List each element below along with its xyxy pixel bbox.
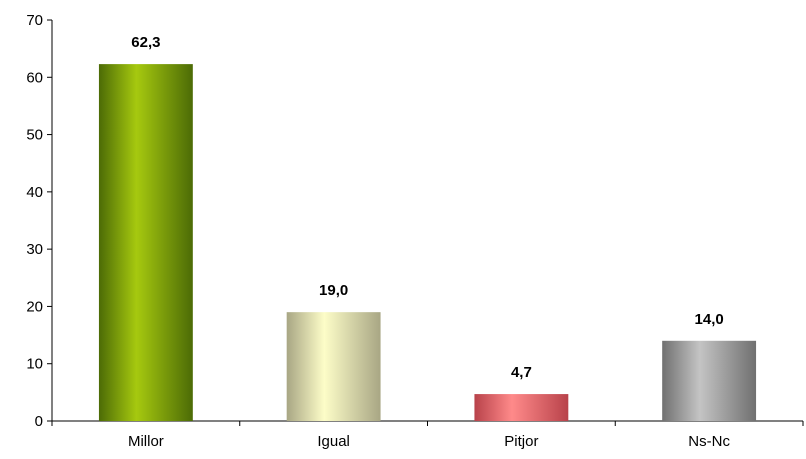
labels: 0 10 20 30 40 50 60 70 62,3 Millor 19,0 Igual 4,7 Pit… [26,12,730,450]
bar-igual [286,312,381,421]
y-tick-label: 50 [26,127,43,144]
category-label: Millor [128,433,164,450]
y-tick-label: 10 [26,356,43,373]
bar-pitjor [474,394,569,421]
data-label: 62,3 [131,34,160,51]
y-tick-label: 60 [26,69,43,86]
y-tick-label: 40 [26,184,43,201]
bar-millor [98,64,193,422]
y-tick-label: 20 [26,298,43,315]
bars [98,64,757,422]
data-label: 14,0 [695,311,724,328]
category-label: Pitjor [504,433,538,450]
data-label: 4,7 [511,364,532,381]
data-label: 19,0 [319,282,348,299]
category-label: Ns-Nc [688,433,730,450]
y-tick-label: 0 [35,413,43,430]
y-tick-label: 70 [26,12,43,29]
bar-ns-nc [662,340,757,421]
category-label: Igual [317,433,350,450]
y-tick-label: 30 [26,241,43,258]
